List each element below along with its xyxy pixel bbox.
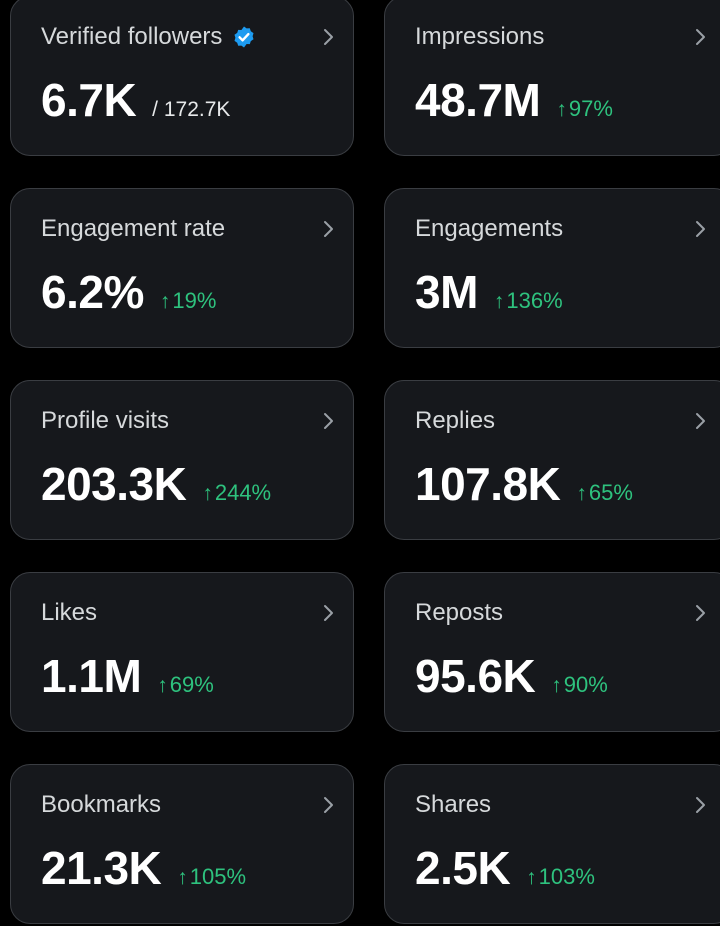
metric-change: ↑ 90% — [551, 672, 608, 697]
chevron-right-icon — [691, 219, 711, 239]
card-label: Profile visits — [41, 407, 170, 434]
verified-badge-icon — [232, 25, 256, 49]
arrow-up-icon: ↑ — [576, 482, 587, 505]
card-likes[interactable]: Likes 1.1M ↑ 69% — [10, 572, 354, 732]
metric-value: 6.2% — [41, 266, 144, 318]
card-label: Replies — [415, 407, 496, 434]
chevron-right-icon — [319, 219, 339, 239]
card-shares[interactable]: Shares 2.5K ↑ 103% — [384, 764, 720, 924]
arrow-up-icon: ↑ — [551, 674, 562, 697]
chevron-right-icon — [319, 27, 339, 47]
card-label: Engagements — [415, 215, 564, 242]
metric-value: 203.3K — [41, 458, 187, 510]
card-bookmarks[interactable]: Bookmarks 21.3K ↑ 105% — [10, 764, 354, 924]
metric-change: ↑ 65% — [576, 480, 633, 505]
metric-value: 21.3K — [41, 842, 162, 894]
card-engagement-rate[interactable]: Engagement rate 6.2% ↑ 19% — [10, 188, 354, 348]
metric-change: ↑ 103% — [526, 864, 595, 889]
metric-value: 48.7M — [415, 74, 541, 126]
metric-change: ↑ 136% — [493, 288, 563, 313]
chevron-right-icon — [319, 603, 339, 623]
metric-total: / 172.7K — [152, 98, 231, 121]
arrow-up-icon: ↑ — [493, 290, 505, 313]
metric-value: 1.1M — [41, 650, 142, 702]
chevron-right-icon — [319, 795, 339, 815]
metric-value: 2.5K — [415, 842, 511, 894]
metric-value: 95.6K — [415, 650, 536, 702]
card-label: Likes — [41, 599, 98, 626]
card-reposts[interactable]: Reposts 95.6K ↑ 90% — [384, 572, 720, 732]
card-label: Verified followers — [41, 23, 256, 51]
metric-value: 107.8K — [415, 458, 561, 510]
chevron-right-icon — [691, 27, 711, 47]
arrow-up-icon: ↑ — [556, 98, 567, 121]
arrow-up-icon: ↑ — [159, 290, 171, 313]
metric-change: ↑ 19% — [159, 288, 217, 313]
chevron-right-icon — [691, 603, 711, 623]
chevron-right-icon — [691, 411, 711, 431]
card-engagements[interactable]: Engagements 3M ↑ 136% — [384, 188, 720, 348]
metric-change: ↑ 97% — [556, 96, 613, 121]
metric-change: ↑ 244% — [202, 480, 272, 505]
metric-change: ↑ 69% — [157, 672, 214, 697]
arrow-up-icon: ↑ — [157, 674, 168, 697]
chevron-right-icon — [319, 411, 339, 431]
card-label: Engagement rate — [41, 215, 226, 242]
arrow-up-icon: ↑ — [177, 866, 188, 889]
arrow-up-icon: ↑ — [202, 482, 213, 505]
chevron-right-icon — [691, 795, 711, 815]
arrow-up-icon: ↑ — [526, 866, 537, 889]
card-label: Bookmarks — [41, 791, 162, 818]
metric-value: 6.7K — [41, 74, 137, 126]
card-label: Impressions — [415, 23, 545, 50]
card-profile-visits[interactable]: Profile visits 203.3K ↑ 244% — [10, 380, 354, 540]
card-label: Reposts — [415, 599, 504, 626]
card-impressions[interactable]: Impressions 48.7M ↑ 97% — [384, 0, 720, 156]
card-replies[interactable]: Replies 107.8K ↑ 65% — [384, 380, 720, 540]
card-verified-followers[interactable]: Verified followers 6.7K / 172.7K — [10, 0, 354, 156]
metric-value: 3M — [415, 266, 478, 318]
card-label: Shares — [415, 791, 492, 818]
metric-change: ↑ 105% — [177, 864, 247, 889]
